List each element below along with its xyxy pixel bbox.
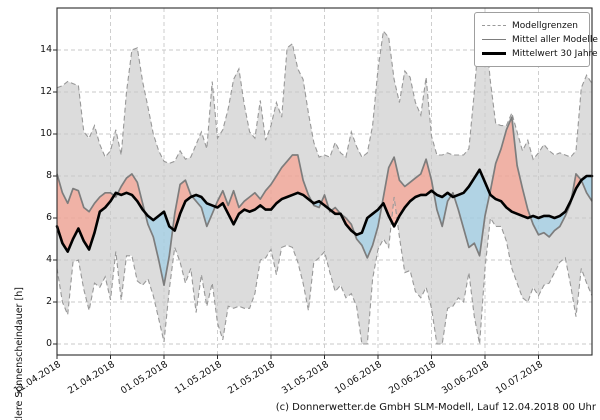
legend-item-modellgrenzen: Modellgrenzen: [482, 19, 582, 32]
model-mean-line: [56, 116, 593, 287]
below-normal-fill: [114, 169, 592, 286]
legend-label: Modellgrenzen: [512, 20, 578, 31]
gray-line-icon: [482, 39, 506, 40]
y-tick-label: 12: [40, 86, 52, 97]
copyright-text: (c) Donnerwetter.de GmbH SLM-Modell, Lau…: [275, 402, 596, 413]
dashed-line-icon: [482, 25, 506, 26]
y-tick-label: 10: [40, 128, 52, 139]
y-tick-label: 4: [46, 254, 52, 265]
legend-item-mittel-aller-modelle: Mittel aller Modelle: [482, 33, 598, 46]
y-tick-label: 0: [46, 338, 52, 349]
black-line-icon: [482, 52, 506, 55]
y-tick-label: 8: [46, 170, 52, 181]
legend: Modellgrenzen Mittel aller Modelle Mitte…: [474, 12, 598, 67]
y-tick-label: 2: [46, 296, 52, 307]
legend-label: Mittel aller Modelle: [512, 34, 598, 45]
climate-mean-line: [55, 168, 594, 253]
y-tick-label: 14: [40, 44, 52, 55]
upper-bound-line: [56, 24, 593, 164]
lower-bound-line: [56, 196, 593, 345]
y-tick-label: 6: [46, 212, 52, 223]
legend-item-mittelwert-30-jahre: Mittelwert 30 Jahre: [482, 47, 598, 60]
legend-label: Mittelwert 30 Jahre: [512, 48, 598, 59]
